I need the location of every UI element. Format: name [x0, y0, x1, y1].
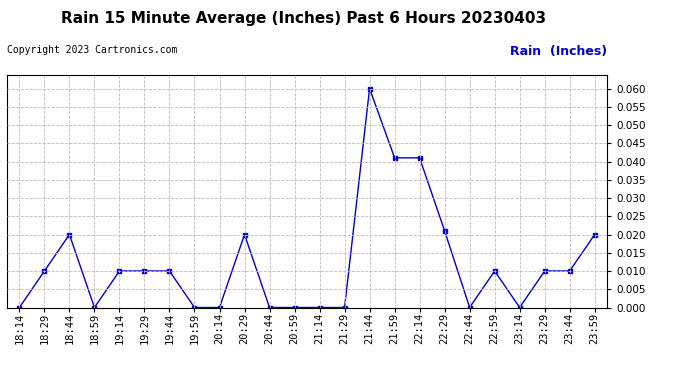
Text: Rain 15 Minute Average (Inches) Past 6 Hours 20230403: Rain 15 Minute Average (Inches) Past 6 H…	[61, 11, 546, 26]
Text: Copyright 2023 Cartronics.com: Copyright 2023 Cartronics.com	[7, 45, 177, 55]
Text: Rain  (Inches): Rain (Inches)	[510, 45, 607, 58]
